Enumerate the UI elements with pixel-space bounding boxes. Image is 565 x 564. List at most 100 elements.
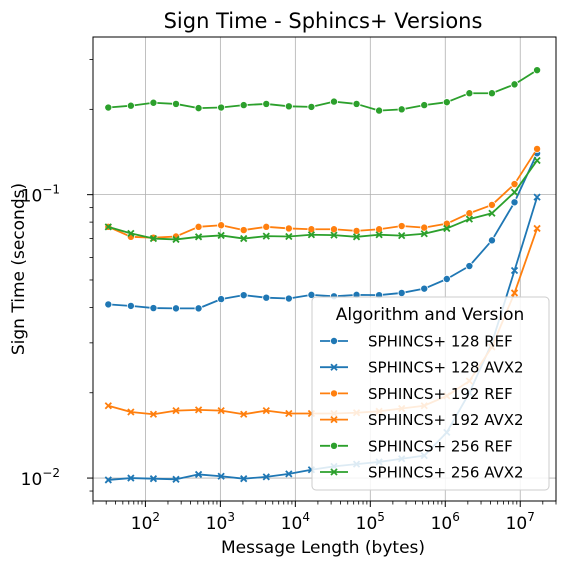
data-point <box>127 408 135 416</box>
data-point <box>352 99 361 108</box>
legend-entry: SPHINCS+ 128 AVX2 <box>320 359 524 377</box>
series-sphincs-192-ref <box>104 144 542 242</box>
data-point <box>398 231 406 240</box>
data-point <box>262 222 271 231</box>
data-point <box>284 102 293 111</box>
chart-title: Sign Time - Sphincs+ Versions <box>164 9 483 33</box>
x-tick-label: 106 <box>431 510 460 534</box>
data-point <box>375 231 383 239</box>
x-tick-label: 102 <box>131 510 160 534</box>
data-point <box>240 234 248 243</box>
data-point <box>240 475 248 483</box>
data-point <box>149 234 158 243</box>
data-point <box>533 144 542 153</box>
data-point <box>262 473 270 481</box>
data-point <box>375 225 384 234</box>
data-point <box>397 222 406 231</box>
data-point <box>533 193 541 201</box>
data-point <box>375 106 384 115</box>
data-point <box>330 231 338 239</box>
data-point <box>217 221 226 230</box>
data-point <box>397 105 406 114</box>
series-sphincs-128-ref <box>104 149 542 313</box>
data-point <box>443 224 451 233</box>
data-point <box>510 289 519 297</box>
data-point <box>149 475 158 483</box>
data-point <box>487 89 496 98</box>
data-point <box>127 474 135 482</box>
x-tick-label: 103 <box>206 510 235 534</box>
data-point <box>420 230 428 238</box>
x-tick-label: 107 <box>506 510 535 534</box>
data-point <box>126 101 135 110</box>
data-point <box>488 209 496 217</box>
y-tick-label: 10−2 <box>21 466 60 490</box>
minor-tick-layer <box>89 59 557 505</box>
plot-frame <box>92 36 557 502</box>
data-point <box>510 180 519 189</box>
data-point <box>442 98 451 107</box>
data-point <box>397 288 406 297</box>
x-tick-label: 105 <box>356 510 385 534</box>
data-point <box>420 101 429 110</box>
legend-label: SPHINCS+ 192 REF <box>368 385 513 403</box>
data-point <box>420 284 429 293</box>
data-point <box>194 104 203 113</box>
data-point <box>329 97 338 106</box>
data-point <box>127 229 135 238</box>
data-point <box>104 476 112 484</box>
data-point <box>172 99 181 108</box>
series-sphincs-256-avx2 <box>104 156 541 244</box>
legend-entry: SPHINCS+ 256 AVX2 <box>320 464 524 482</box>
data-point <box>510 188 519 196</box>
data-point <box>307 290 316 299</box>
series-line <box>108 159 538 241</box>
data-point <box>465 215 474 223</box>
data-point <box>262 406 270 415</box>
data-point <box>262 99 271 108</box>
data-point <box>307 102 316 111</box>
data-point <box>172 304 181 313</box>
data-point <box>352 233 361 241</box>
legend-marker <box>329 441 338 450</box>
x-axis-title: Message Length (bytes) <box>221 538 425 558</box>
x-tick-layer: 102 103 104 105 106 107 <box>131 501 535 534</box>
data-point <box>194 304 203 313</box>
data-point <box>352 226 361 235</box>
data-point <box>149 304 158 313</box>
y-tick-label: 10−1 <box>21 183 60 207</box>
series-line <box>107 148 538 239</box>
data-point <box>240 410 248 418</box>
data-point <box>487 236 496 245</box>
legend-entry: SPHINCS+ 256 REF <box>320 437 513 455</box>
legend-title: Algorithm and Version <box>336 305 525 325</box>
data-point <box>194 222 203 231</box>
data-point <box>239 101 248 110</box>
legend-label: SPHINCS+ 256 REF <box>368 437 513 455</box>
legend-label: SPHINCS+ 256 AVX2 <box>368 464 524 482</box>
data-point <box>104 300 113 309</box>
y-tick-layer: 10−2 10−1 <box>21 183 93 490</box>
data-point <box>533 66 542 75</box>
data-point <box>307 231 316 239</box>
legend: Algorithm and Version SPHINCS+ 128 REF SP… <box>311 296 550 491</box>
data-point <box>285 409 293 418</box>
data-point <box>217 406 225 415</box>
legend-marker <box>330 363 338 371</box>
data-point <box>217 295 226 304</box>
data-point <box>487 200 496 209</box>
data-point <box>104 103 113 112</box>
data-point <box>172 406 180 415</box>
data-point <box>217 231 225 240</box>
data-point <box>465 209 474 218</box>
series-sphincs-256-ref <box>104 66 542 115</box>
data-point <box>172 235 180 244</box>
data-point <box>307 225 316 234</box>
data-point <box>126 301 135 310</box>
data-point <box>239 226 248 235</box>
legend-entry: SPHINCS+ 192 REF <box>320 385 513 403</box>
x-tick-label: 104 <box>281 510 310 534</box>
data-point <box>533 224 541 233</box>
legend-entry: SPHINCS+ 128 REF <box>320 333 513 351</box>
data-point <box>262 232 270 240</box>
